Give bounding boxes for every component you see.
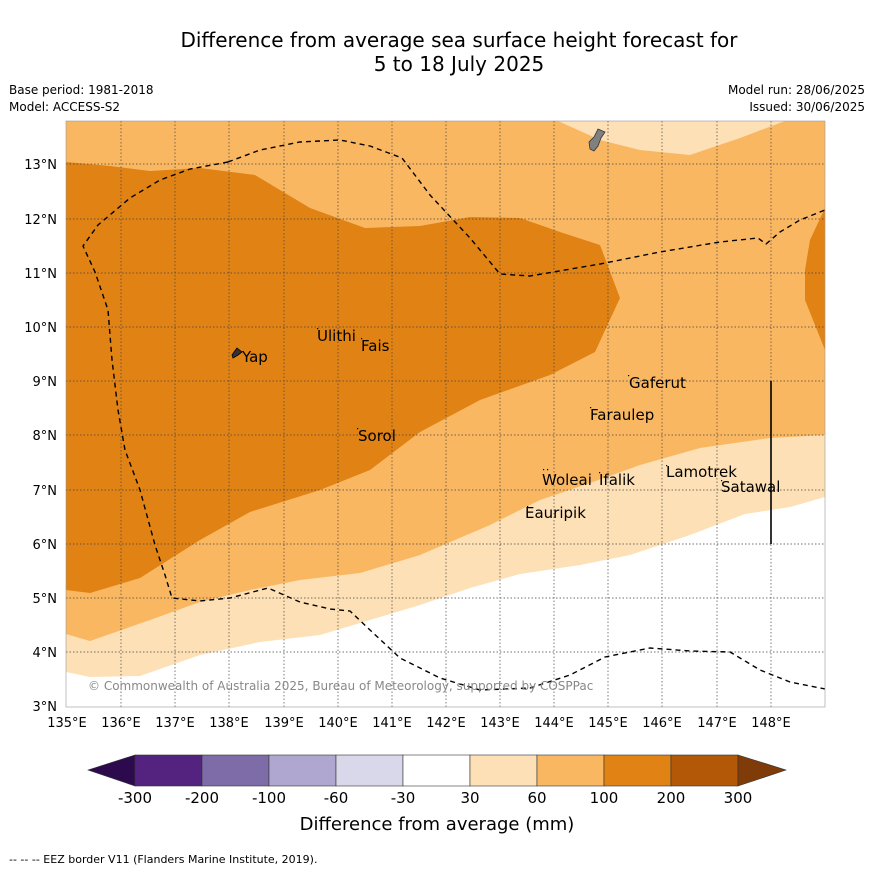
place-label-ulithi: Ulithi bbox=[317, 327, 356, 345]
place-label-fais: Fais bbox=[361, 337, 390, 355]
colorbar-tick-label: 200 bbox=[657, 789, 686, 807]
y-tick-label: 8°N bbox=[33, 429, 58, 444]
x-tick-label: 147°E bbox=[697, 716, 737, 731]
band-100-200-west bbox=[66, 162, 620, 593]
x-tick-label: 136°E bbox=[101, 716, 141, 731]
band-100-200-east bbox=[805, 208, 825, 350]
map-title: Difference from average sea surface heig… bbox=[0, 28, 873, 76]
y-tick-label: 6°N bbox=[33, 538, 58, 553]
colorbar-swatch bbox=[201, 754, 270, 787]
colorbar-swatch bbox=[402, 754, 471, 787]
x-tick-label: 143°E bbox=[480, 716, 520, 731]
model-text: Model: ACCESS-S2 bbox=[9, 100, 121, 114]
y-tick-label: 12°N bbox=[24, 213, 57, 228]
x-tick-label: 145°E bbox=[588, 716, 628, 731]
meta-left: Base period: 1981-2018 Model: ACCESS-S2 bbox=[9, 82, 154, 116]
base-period-text: Base period: 1981-2018 bbox=[9, 83, 154, 97]
x-tick-label: 140°E bbox=[318, 716, 358, 731]
place-label-lamotrek: Lamotrek bbox=[666, 463, 737, 481]
copyright-text: © Commonwealth of Australia 2025, Bureau… bbox=[88, 679, 593, 693]
issued-text: Issued: 30/06/2025 bbox=[749, 100, 865, 114]
y-tick-label: 3°N bbox=[33, 700, 58, 715]
colorbar-swatch bbox=[268, 754, 337, 787]
x-tick-label: 139°E bbox=[264, 716, 304, 731]
x-tick-label: 138°E bbox=[209, 716, 249, 731]
x-tick-label: 146°E bbox=[642, 716, 682, 731]
colorbar-tick-label: 60 bbox=[527, 789, 546, 807]
place-label-woleai: Woleai bbox=[542, 471, 592, 489]
colorbar-swatch bbox=[134, 754, 203, 787]
place-label-sorol: Sorol bbox=[358, 427, 396, 445]
title-line-1: Difference from average sea surface heig… bbox=[180, 28, 738, 52]
y-tick-label: 5°N bbox=[33, 592, 58, 607]
colorbar-tick-label: -60 bbox=[324, 789, 349, 807]
x-tick-label: 142°E bbox=[426, 716, 466, 731]
y-tick-label: 11°N bbox=[24, 267, 57, 282]
place-label-ifalik: Ifalik bbox=[599, 471, 635, 489]
place-label-satawal: Satawal bbox=[721, 478, 780, 496]
colorbar: -300 -200 -100 -60 -30 30 60 100 200 300… bbox=[87, 754, 787, 835]
colorbar-swatch bbox=[536, 754, 605, 787]
colorbar-swatch bbox=[670, 754, 739, 787]
map-plot-area: Yap Ulithi Fais Sorol Gaferut Faraulep W… bbox=[66, 121, 825, 707]
y-tick-label: 9°N bbox=[33, 375, 58, 390]
x-tick-label: 135°E bbox=[47, 716, 87, 731]
colorbar-swatch bbox=[335, 754, 404, 787]
colorbar-tick-label: 100 bbox=[590, 789, 619, 807]
colorbar-tick-label: -300 bbox=[118, 789, 152, 807]
place-label-yap: Yap bbox=[241, 348, 268, 366]
colorbar-title: Difference from average (mm) bbox=[300, 814, 575, 835]
y-tick-label: 10°N bbox=[24, 321, 57, 336]
model-run-text: Model run: 28/06/2025 bbox=[727, 83, 865, 97]
x-axis: 135°E 136°E 137°E 138°E 139°E 140°E 141°… bbox=[47, 716, 791, 731]
x-tick-label: 137°E bbox=[155, 716, 195, 731]
place-label-eauripik: Eauripik bbox=[525, 504, 586, 522]
y-tick-label: 7°N bbox=[33, 484, 58, 499]
y-tick-label: 13°N bbox=[24, 158, 57, 173]
colorbar-tick-label: 300 bbox=[724, 789, 753, 807]
plot-frame bbox=[65, 120, 826, 708]
graticule bbox=[66, 121, 825, 707]
colorbar-tick-label: -100 bbox=[252, 789, 286, 807]
colorbar-extend-low bbox=[87, 754, 136, 787]
colorbar-swatch bbox=[603, 754, 672, 787]
y-tick-label: 4°N bbox=[33, 646, 58, 661]
place-label-faraulep: Faraulep bbox=[590, 406, 654, 424]
colorbar-tick-label: -200 bbox=[185, 789, 219, 807]
x-tick-label: 144°E bbox=[534, 716, 574, 731]
place-label-gaferut: Gaferut bbox=[629, 374, 686, 392]
colorbar-tick-label: 30 bbox=[460, 789, 479, 807]
x-tick-label: 148°E bbox=[751, 716, 791, 731]
colorbar-swatch bbox=[469, 754, 538, 787]
colorbar-extend-high bbox=[737, 754, 787, 787]
guam-island-icon bbox=[588, 128, 606, 152]
y-axis: 3°N 4°N 5°N 6°N 7°N 8°N 9°N 10°N 11°N 12… bbox=[24, 158, 57, 715]
eez-legend-note: -- -- -- EEZ border V11 (Flanders Marine… bbox=[9, 853, 318, 866]
yap-island-icon bbox=[231, 347, 243, 359]
eez-border-line bbox=[82, 139, 825, 691]
colorbar-tick-label: -30 bbox=[391, 789, 416, 807]
title-line-2: 5 to 18 July 2025 bbox=[373, 52, 545, 76]
atoll-marks bbox=[317, 328, 723, 508]
x-tick-label: 141°E bbox=[372, 716, 412, 731]
meta-right: Model run: 28/06/2025 Issued: 30/06/2025 bbox=[728, 82, 865, 116]
